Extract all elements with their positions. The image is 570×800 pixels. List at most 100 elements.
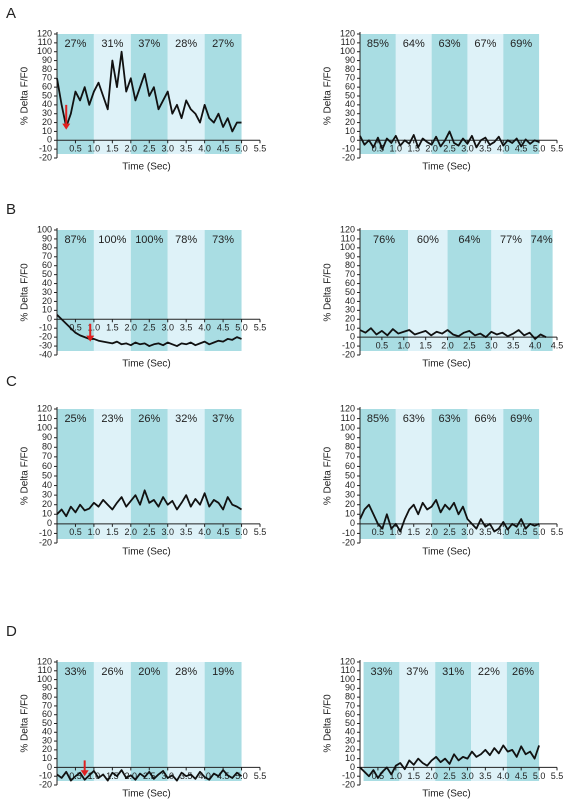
y-tick-label: 80 xyxy=(345,64,355,74)
y-tick-label: 70 xyxy=(345,73,355,83)
x-tick-label: 3.5 xyxy=(180,144,193,154)
y-tick-label: 40 xyxy=(345,727,355,737)
trace xyxy=(359,327,547,340)
x-tick-label: 4.0 xyxy=(529,341,542,351)
chart: 85% 63% 63% 66% 69% -20-100102030405060708090… xyxy=(323,403,564,557)
y-tick-label: -10 xyxy=(342,340,355,350)
y-axis-title: % Delta F/F0 xyxy=(323,66,334,125)
band-label: 77% xyxy=(500,234,522,246)
band-label: 33% xyxy=(64,666,86,678)
chart: 85% 64% 63% 67% 69% -20-100102030405060708090… xyxy=(323,28,564,172)
band-label: 31% xyxy=(442,666,464,678)
x-tick-label: 2.5 xyxy=(443,144,456,154)
chart: 27% 31% 37% 28% 27% -20-100102030405060708090… xyxy=(20,28,267,172)
x-tick-label: 5.0 xyxy=(533,144,546,154)
band-label: 26% xyxy=(101,666,123,678)
x-tick-label: 3.0 xyxy=(161,144,174,154)
x-tick-label: 2.5 xyxy=(443,527,456,537)
x-axis-title: Time (Sec) xyxy=(422,359,471,370)
y-tick-label: 110 xyxy=(38,37,52,47)
y-tick-label: 50 xyxy=(42,470,52,480)
x-axis-title: Time (Sec) xyxy=(422,547,471,558)
y-axis-title: % Delta F/F0 xyxy=(20,446,31,505)
x-tick-label: 1.0 xyxy=(390,144,403,154)
x-tick-label: 1.0 xyxy=(390,771,403,781)
band xyxy=(57,409,94,539)
x-axis-title: Time (Sec) xyxy=(122,789,171,800)
band-label: 69% xyxy=(510,38,532,50)
band-label: 31% xyxy=(101,38,123,50)
band-label: 37% xyxy=(212,413,234,425)
band xyxy=(435,662,472,781)
x-tick-label: 0.5 xyxy=(69,323,82,333)
band-label: 64% xyxy=(403,38,425,50)
band-label: 27% xyxy=(64,38,86,50)
x-tick-label: 4.5 xyxy=(217,527,230,537)
x-tick-label: 5.0 xyxy=(235,144,248,154)
y-tick-label: 70 xyxy=(345,269,355,279)
x-axis-title: Time (Sec) xyxy=(122,547,171,558)
x-tick-label: 0.5 xyxy=(372,144,385,154)
x-tick-label: 4.5 xyxy=(515,771,528,781)
y-tick-label: -40 xyxy=(39,349,52,359)
band-label: 85% xyxy=(367,413,389,425)
y-tick-label: 20 xyxy=(42,117,52,127)
band xyxy=(130,409,168,539)
x-axis-title: Time (Sec) xyxy=(122,359,171,370)
y-tick-label: 50 xyxy=(345,90,355,100)
band-label: 67% xyxy=(474,38,496,50)
y-tick-label: 60 xyxy=(42,260,52,270)
x-tick-label: 3.5 xyxy=(479,527,492,537)
band xyxy=(204,409,242,539)
trace xyxy=(56,769,243,782)
x-axis-title: Time (Sec) xyxy=(422,162,471,173)
y-tick-label: 110 xyxy=(341,413,355,423)
band xyxy=(93,662,131,781)
trace xyxy=(359,130,540,151)
arrow-head xyxy=(86,335,95,342)
band xyxy=(360,409,396,539)
band xyxy=(363,662,400,781)
band-label: 63% xyxy=(439,38,461,50)
y-tick-label: 120 xyxy=(340,28,355,38)
x-tick-label: 3.0 xyxy=(461,527,474,537)
x-tick-label: 5.0 xyxy=(533,771,546,781)
y-tick-label: 60 xyxy=(42,82,52,92)
band xyxy=(503,409,540,539)
y-tick-label: 70 xyxy=(42,700,52,710)
y-tick-label: 90 xyxy=(345,55,355,65)
y-tick-label: 30 xyxy=(345,490,355,500)
band-label: 25% xyxy=(64,413,86,425)
band-label: 85% xyxy=(367,38,389,50)
y-tick-label: 50 xyxy=(345,287,355,297)
y-tick-label: -20 xyxy=(342,349,355,359)
x-tick-label: 5.5 xyxy=(551,527,564,537)
x-tick-label: 3.0 xyxy=(461,771,474,781)
y-tick-label: 30 xyxy=(345,305,355,315)
panel-letter: C xyxy=(6,373,17,390)
x-tick-label: 4.5 xyxy=(217,144,230,154)
panel-letter: D xyxy=(6,623,17,640)
y-tick-label: 110 xyxy=(341,233,355,243)
trace xyxy=(56,489,243,518)
band-label: 28% xyxy=(175,38,197,50)
x-tick-label: 4.0 xyxy=(497,771,510,781)
y-tick-label: 0 xyxy=(350,762,355,772)
y-tick-label: 10 xyxy=(345,126,355,136)
y-tick-label: 0 xyxy=(350,518,355,528)
y-tick-label: 100 xyxy=(37,423,52,433)
y-axis-title: % Delta F/F0 xyxy=(323,446,334,505)
band xyxy=(130,662,168,781)
band xyxy=(467,409,504,539)
y-tick-label: 0 xyxy=(47,135,52,145)
y-tick-label: 40 xyxy=(42,727,52,737)
y-tick-label: 50 xyxy=(345,718,355,728)
x-tick-label: 3.5 xyxy=(479,144,492,154)
x-tick-label: 3.5 xyxy=(180,323,193,333)
y-tick-label: -30 xyxy=(39,340,52,350)
y-tick-label: 40 xyxy=(345,99,355,109)
y-tick-label: 10 xyxy=(42,753,52,763)
y-tick-label: 50 xyxy=(345,470,355,480)
y-axis-title: % Delta F/F0 xyxy=(323,263,334,322)
band-label: 26% xyxy=(512,666,534,678)
